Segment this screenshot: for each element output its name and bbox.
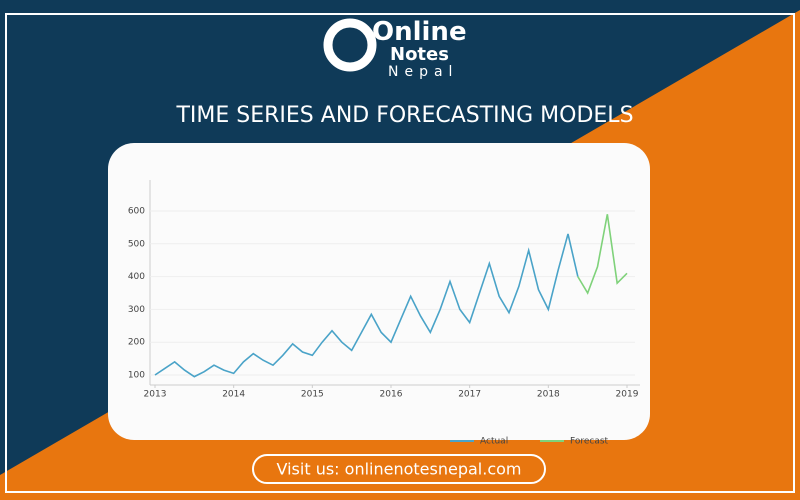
- x-tick-label: 2017: [458, 390, 481, 400]
- brand-line2: Notes: [390, 44, 449, 65]
- frame: [5, 13, 795, 493]
- chart-card: [108, 143, 650, 440]
- y-tick-label: 300: [128, 305, 145, 315]
- y-tick-label: 100: [128, 371, 145, 381]
- series-line: [577, 214, 628, 295]
- brand-line1: Online: [372, 17, 467, 47]
- logo-mark: [323, 18, 377, 72]
- x-tick-label: 2013: [144, 390, 167, 400]
- y-tick-label: 500: [128, 239, 145, 249]
- x-tick-label: 2014: [222, 390, 245, 400]
- chart: 100 200 300 400 500 600 2013 2014 2015 2016 2017 20…: [128, 180, 640, 447]
- page-title: TIME SERIES AND FORECASTING MODELS: [175, 103, 633, 128]
- x-tick-label: 2018: [537, 390, 560, 400]
- x-tick-label: 2016: [380, 390, 403, 400]
- brand-line3: Nepal: [388, 64, 458, 80]
- y-tick-label: 400: [128, 272, 145, 282]
- x-tick-label: 2015: [301, 390, 324, 400]
- series-line: [154, 233, 579, 378]
- footer-button[interactable]: [252, 454, 546, 484]
- y-tick-label: 200: [128, 338, 145, 348]
- x-tick-label: 2019: [616, 390, 639, 400]
- legend-label: Actual: [480, 437, 508, 447]
- y-tick-label: 600: [128, 207, 145, 217]
- footer-text: Visit us: onlinenotesnepal.com: [277, 460, 522, 479]
- legend-label: Forecast: [570, 437, 609, 447]
